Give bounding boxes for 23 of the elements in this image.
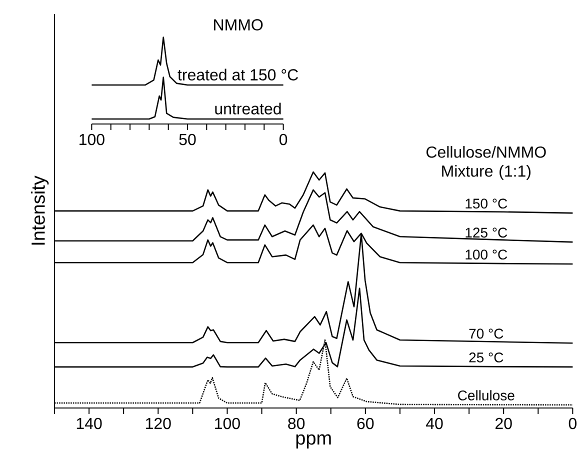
x-tick-label: 60: [357, 418, 374, 430]
series-label: 125 °C: [466, 228, 508, 238]
y-axis-title: Intensity: [30, 176, 49, 245]
x-tick-label: 120: [146, 418, 171, 430]
series-label: treated at 150 °C: [178, 68, 298, 80]
x-tick-label: 80: [288, 418, 305, 430]
x-tick-label: 100: [80, 134, 104, 146]
x-tick-label: 0: [279, 134, 288, 146]
x-tick-label: 100: [215, 418, 240, 430]
series-label: 150 °C: [466, 198, 508, 209]
series-label: 25 °C: [469, 352, 504, 362]
series-label: untreated: [215, 102, 281, 114]
x-tick-label: 140: [76, 418, 102, 430]
x-tick-label: 50: [179, 134, 196, 146]
series-label: 70 °C: [469, 328, 504, 339]
x-tick-label: 40: [426, 418, 443, 430]
chart-title: NMMO: [214, 19, 263, 30]
series-label: 100 °C: [466, 250, 508, 260]
annotation: Cellulose/NMMO Mixture (1:1): [426, 146, 546, 180]
x-axis-title: ppm: [296, 434, 331, 448]
series-label: Cellulose: [458, 390, 514, 400]
x-tick-label: 20: [496, 418, 512, 430]
x-tick-label: 0: [568, 418, 577, 430]
